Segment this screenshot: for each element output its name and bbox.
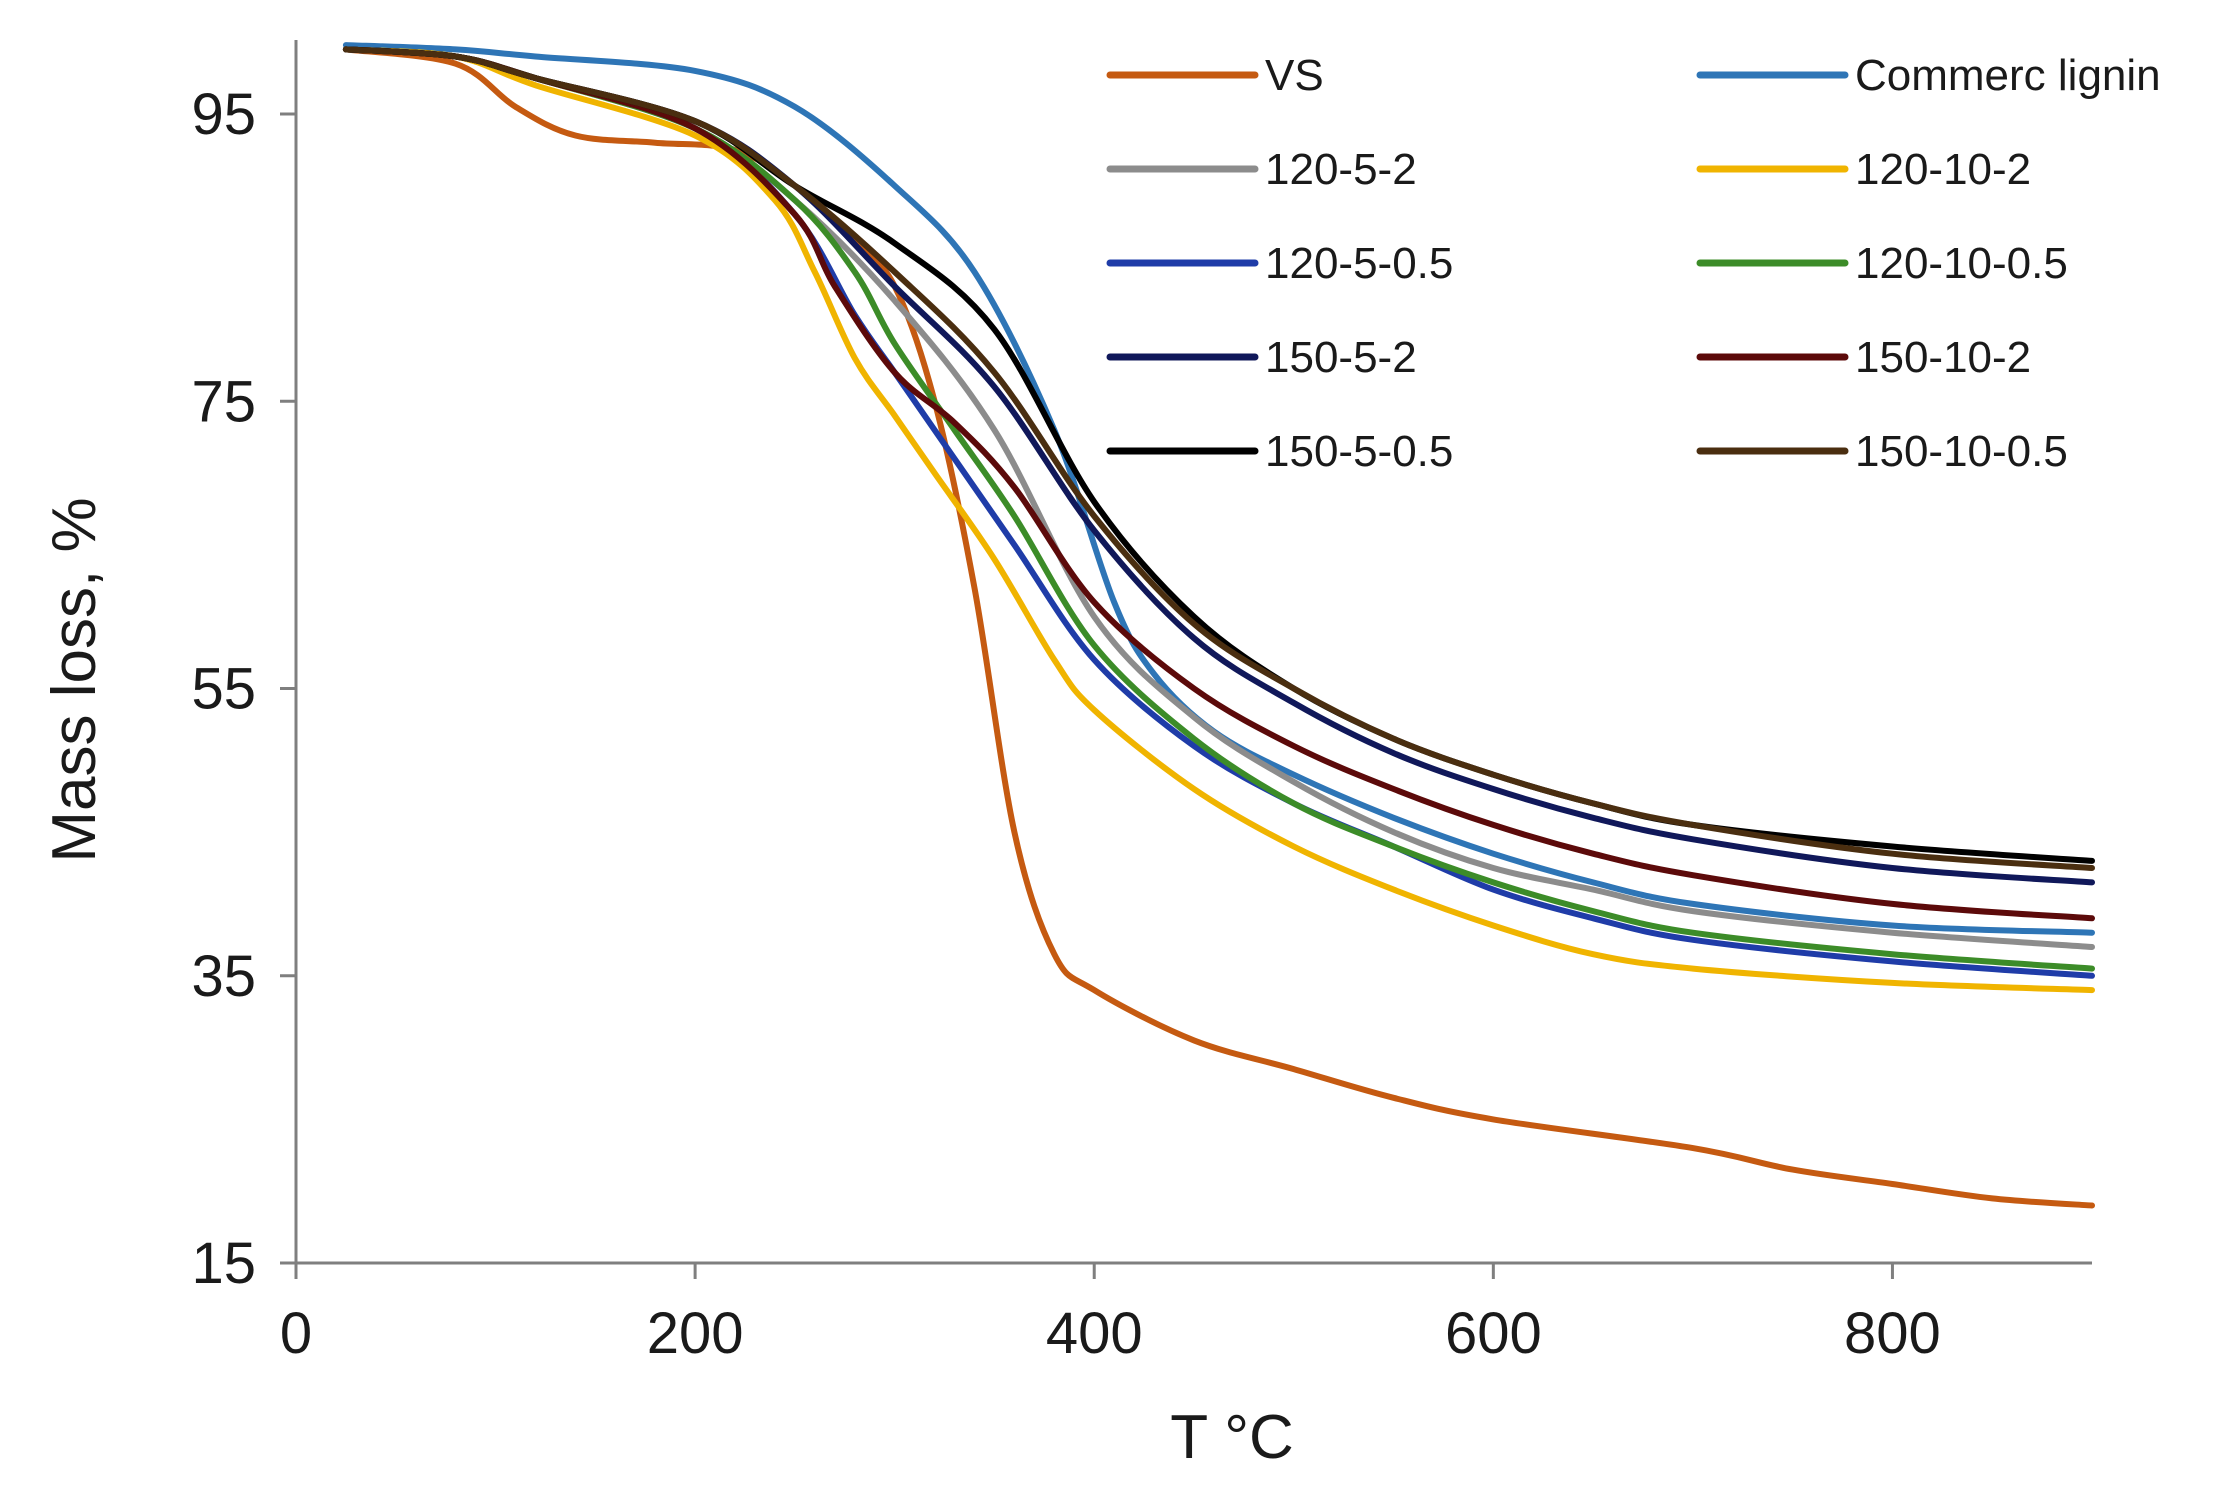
legend-label: 120-10-2 — [1855, 145, 2031, 194]
legend-item-150-10-0-5: 150-10-0.5 — [1696, 427, 2068, 476]
x-tick-label: 200 — [647, 1301, 744, 1366]
y-axis-title: Mass loss, % — [40, 497, 109, 862]
legend-item-150-5-2: 150-5-2 — [1106, 333, 1417, 382]
legend-item-150-10-2: 150-10-2 — [1696, 333, 2031, 382]
legend-label: 120-5-0.5 — [1265, 239, 1453, 288]
series-line-120-5-0-5 — [342, 46, 2095, 979]
y-tick-label: 75 — [191, 369, 256, 434]
series-line-150-10-2 — [342, 46, 2095, 922]
y-tick-label: 35 — [191, 944, 256, 1009]
x-axis-title: T °C — [1170, 1403, 1294, 1472]
legend-label: 150-10-2 — [1855, 333, 2031, 382]
legend-item-120-10-2: 120-10-2 — [1696, 145, 2031, 194]
y-tick-label: 55 — [191, 657, 256, 722]
series-line-150-10-0-5 — [342, 46, 2095, 871]
legend-item-120-5-0-5: 120-5-0.5 — [1106, 239, 1453, 288]
legend-item-vs: VS — [1106, 51, 1324, 100]
x-tick-label: 0 — [280, 1301, 312, 1366]
series-line-120-5-2 — [342, 46, 2095, 950]
legend-label: 150-10-0.5 — [1855, 427, 2068, 476]
legend-item-commerc-lignin: Commerc lignin — [1696, 51, 2161, 100]
legend-label: Commerc lignin — [1855, 51, 2161, 100]
legend-label: 120-10-0.5 — [1855, 239, 2068, 288]
x-tick-label: 400 — [1046, 1301, 1143, 1366]
x-tick-label: 800 — [1844, 1301, 1941, 1366]
series-lines — [342, 42, 2095, 1209]
y-tick-label: 15 — [191, 1231, 256, 1296]
legend-label: 150-5-2 — [1265, 333, 1417, 382]
legend: VS Commerc lignin 120-5-2 120-10-2 120-5-0.5… — [1106, 51, 2161, 476]
series-line-120-10-0-5 — [342, 46, 2095, 972]
legend-item-120-5-2: 120-5-2 — [1106, 145, 1417, 194]
x-tick-label: 600 — [1445, 1301, 1542, 1366]
series-line-vs — [342, 46, 2095, 1209]
axes: 0 200 400 600 800 15 35 55 75 95 — [191, 40, 2092, 1366]
legend-label: 150-5-0.5 — [1265, 427, 1453, 476]
legend-label: 120-5-2 — [1265, 145, 1417, 194]
y-tick-label: 95 — [191, 82, 256, 147]
legend-label: VS — [1265, 51, 1324, 100]
legend-item-120-10-0-5: 120-10-0.5 — [1696, 239, 2068, 288]
legend-item-150-5-0-5: 150-5-0.5 — [1106, 427, 1453, 476]
series-line-commerc-lignin — [342, 42, 2095, 936]
series-line-120-10-2 — [342, 46, 2095, 994]
